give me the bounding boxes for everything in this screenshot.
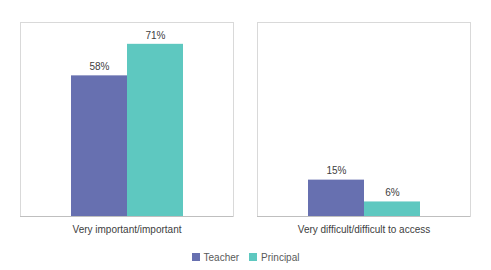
- svg-text:Very important/important: Very important/important: [73, 224, 182, 235]
- svg-text:15%: 15%: [326, 165, 346, 176]
- svg-text:71%: 71%: [145, 30, 165, 41]
- svg-text:6%: 6%: [385, 187, 400, 198]
- svg-text:Very difficult/difficult to ac: Very difficult/difficult to access: [298, 224, 430, 235]
- html-text:Teacher: Teacher: [203, 251, 240, 263]
- svg-text:58%: 58%: [89, 61, 109, 72]
- html-text:Principal: Principal: [261, 251, 300, 263]
